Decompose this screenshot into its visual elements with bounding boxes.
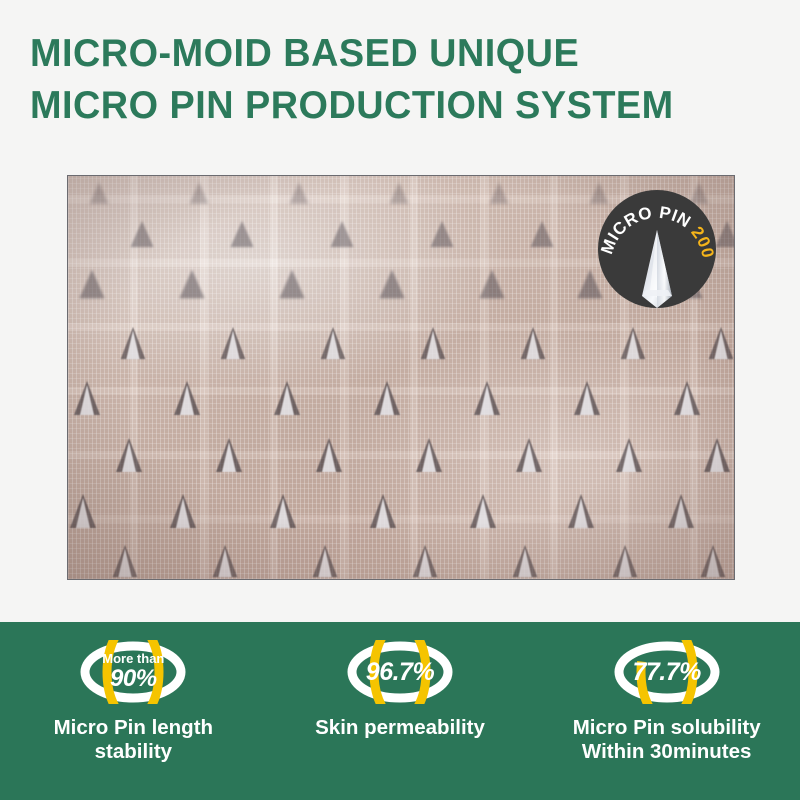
micro-needle-tip: [179, 269, 205, 299]
stat-label-line-2: Within 30minutes: [581, 740, 752, 763]
micro-needle-tip: [389, 182, 409, 204]
micro-needle-tip: [470, 494, 496, 528]
micro-needle-tip: [704, 438, 730, 472]
needle-array: [68, 176, 734, 579]
micro-needle-icon: [642, 230, 672, 308]
micro-needle-tip: [370, 494, 396, 528]
micro-needle-tip: [715, 220, 734, 248]
micro-needle-tip: [274, 381, 300, 415]
stat-ring: 96.7%: [342, 640, 458, 704]
stat-label-line-1: Micro Pin length: [53, 716, 214, 739]
stat-ring-track: [347, 641, 453, 703]
micro-needle-tip: [220, 326, 246, 360]
micro-needle-tip: [120, 326, 146, 360]
micro-needle-tip: [279, 269, 305, 299]
micro-needle-tip: [577, 269, 603, 299]
micro-needle-tip: [616, 438, 642, 472]
micro-needle-tip: [674, 381, 700, 415]
title-line-1: MICRO-MOID BASED UNIQUE: [30, 32, 580, 75]
micro-needle-tip: [530, 220, 554, 248]
micro-needle-tip: [212, 544, 238, 578]
micro-needle-tip: [516, 438, 542, 472]
micro-needle-tip: [189, 182, 209, 204]
stat-label-line-1: Micro Pin solubility: [572, 716, 761, 739]
micro-needle-tip: [574, 381, 600, 415]
micro-needle-tip: [74, 381, 100, 415]
micro-needle-tip: [312, 544, 338, 578]
micro-needle-tip: [589, 182, 609, 204]
micro-needle-tip: [474, 381, 500, 415]
micro-needle-tip: [374, 381, 400, 415]
stat-micro-pin-length-stability: More than 90% Micro Pin length stability: [0, 622, 267, 764]
stats-row: More than 90% Micro Pin length stability 96.…: [0, 622, 800, 800]
title-line-2: MICRO PIN PRODUCTION SYSTEM: [30, 84, 674, 127]
micro-needle-tip: [116, 438, 142, 472]
page-title: MICRO-MOID BASED UNIQUE MICRO PIN PRODUC…: [30, 28, 770, 132]
micro-needle-tip: [230, 220, 254, 248]
stat-ring-fill: [636, 640, 698, 704]
micro-needle-tip: [612, 544, 638, 578]
micro-needle-tip: [479, 269, 505, 299]
micro-needle-tip: [420, 326, 446, 360]
stat-skin-permeability: 96.7% Skin permeability: [267, 622, 534, 740]
micro-needle-tip: [520, 326, 546, 360]
micro-needle-tip: [289, 182, 309, 204]
stat-ring-fill: [102, 640, 164, 704]
micro-needle-tip: [174, 381, 200, 415]
stat-ring-track: [614, 641, 720, 703]
micro-needle-tip: [216, 438, 242, 472]
stat-ring-track: [80, 641, 186, 703]
micro-needle-tip: [330, 220, 354, 248]
stat-label: Micro Pin solubility Within 30minutes: [573, 716, 761, 764]
stat-ring: More than 90%: [75, 640, 191, 704]
micro-needle-tip: [170, 494, 196, 528]
micro-needle-tip: [130, 220, 154, 248]
stat-ring-fill: [369, 640, 431, 704]
micro-needle-tip: [112, 544, 138, 578]
micro-needle-tip: [700, 544, 726, 578]
micro-needle-tip: [620, 326, 646, 360]
stat-label: Micro Pin length stability: [54, 716, 213, 764]
micro-needle-tip: [430, 220, 454, 248]
stats-panel: More than 90% Micro Pin length stability 96.…: [0, 622, 800, 800]
micro-needle-tip: [568, 494, 594, 528]
stat-label-line-2: stability: [94, 740, 173, 763]
micro-needle-tip: [270, 494, 296, 528]
stat-label-line-1: Skin permeability: [315, 716, 485, 739]
micro-needle-tip: [412, 544, 438, 578]
micro-needle-tip: [79, 269, 105, 299]
micro-needle-tip: [512, 544, 538, 578]
micro-needle-tip: [320, 326, 346, 360]
micro-needle-tip: [379, 269, 405, 299]
micro-needle-tip: [416, 438, 442, 472]
stat-label: Skin permeability: [315, 716, 485, 740]
micro-needle-tip: [489, 182, 509, 204]
stat-ring: 77.7%: [609, 640, 725, 704]
micro-needle-tip: [316, 438, 342, 472]
micro-needle-tip: [689, 182, 709, 204]
micro-needle-tip: [668, 494, 694, 528]
micro-needle-tip: [708, 326, 734, 360]
micro-needle-tip: [89, 182, 109, 204]
micro-pin-badge: MICRO PIN 200EA: [598, 190, 716, 308]
micro-needle-tip: [70, 494, 96, 528]
stat-micro-pin-solubility: 77.7% Micro Pin solubility Within 30minute…: [533, 622, 800, 764]
